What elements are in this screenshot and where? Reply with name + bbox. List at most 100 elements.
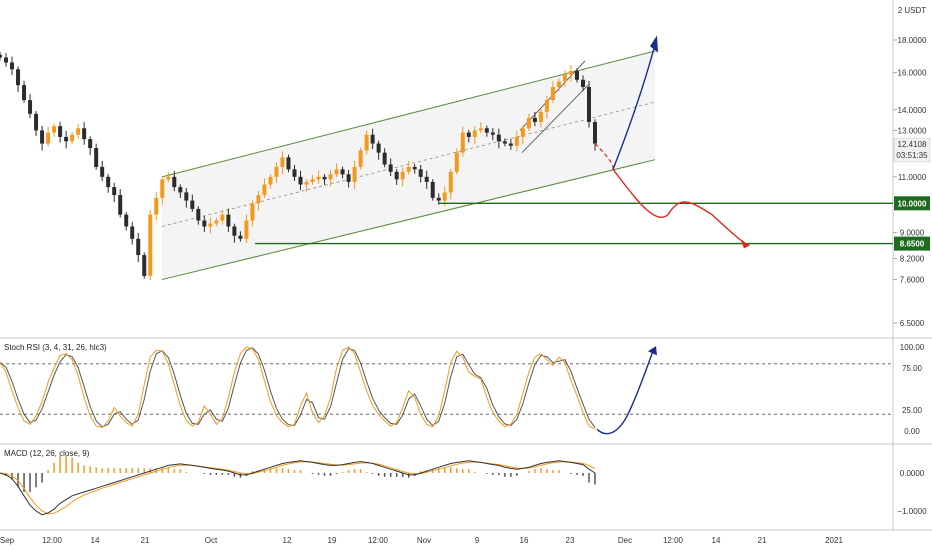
price-tick-label: 6.5000: [900, 319, 925, 328]
candle-body: [190, 200, 195, 209]
candle-body: [364, 134, 369, 151]
candle-body: [418, 169, 423, 177]
channel-lower-line: [161, 159, 656, 281]
currency-label: 2 USDT: [898, 6, 926, 15]
currency-code: USDT: [904, 6, 926, 15]
time-axis-label: 19: [328, 536, 337, 545]
time-axis-label: 14: [712, 536, 721, 545]
candle-body: [400, 171, 405, 180]
candle-body: [412, 166, 417, 170]
candle-body: [130, 226, 135, 239]
price-tick-label: 8.2000: [900, 254, 925, 263]
candle-body: [436, 197, 441, 201]
candle-body: [232, 226, 237, 236]
candle-body: [76, 128, 81, 135]
stoch-rsi-label[interactable]: Stoch RSI (3, 4, 31, 26, hlc3): [4, 343, 107, 352]
candle-body: [478, 128, 483, 131]
time-axis-label: Dec: [618, 536, 632, 545]
projection-arrows: [594, 35, 750, 249]
candle-body: [514, 136, 519, 146]
price-tick-label: 11.0000: [898, 173, 927, 182]
candle-body: [454, 152, 459, 172]
time-axis-label: 9: [475, 536, 480, 545]
candle-body: [100, 166, 105, 177]
stoch-k-line: [0, 346, 596, 430]
price-axis: 6.5000 7.6000 8.2000 9.0000 11.0000 13.0000 14…: [893, 36, 927, 328]
stoch-tick-label: 75.00: [902, 364, 923, 373]
candle-body: [58, 126, 63, 137]
candle-body: [376, 143, 381, 153]
time-axis-label: Oct: [205, 536, 218, 545]
candle-body: [346, 174, 351, 182]
candle-body: [34, 113, 39, 131]
projection-up-arrowhead: [650, 35, 658, 53]
candle-body: [220, 214, 225, 221]
level-price-box: [894, 236, 930, 251]
candle-body: [142, 255, 147, 276]
macd-pane: 0.0000 −1.0000: [0, 455, 927, 516]
candle-body: [40, 130, 45, 144]
candle-body: [214, 220, 219, 224]
candle-body: [154, 197, 159, 215]
support-levels[interactable]: 10.0000 8.6500: [255, 196, 930, 251]
candle-body: [82, 128, 87, 140]
candle-body: [226, 214, 231, 227]
time-axis-label: Nov: [417, 536, 431, 545]
candle-body: [316, 176, 321, 180]
candle-body: [490, 132, 495, 135]
candle-body: [460, 132, 465, 153]
price-tick-label: 13.0000: [898, 126, 927, 135]
candle-body: [448, 171, 453, 193]
candle-body: [184, 192, 189, 201]
candle-body: [166, 176, 171, 180]
level-price-label: 10.0000: [898, 199, 927, 208]
candle-body: [52, 126, 57, 133]
candle-body: [484, 128, 489, 133]
price-tick-label: 16.0000: [898, 69, 927, 78]
candle-body: [496, 134, 501, 142]
candle-body: [466, 132, 471, 137]
stoch-tick-label: 0.00: [904, 427, 920, 436]
current-price-box: [893, 137, 931, 163]
candle-body: [172, 176, 177, 188]
candle-body: [280, 157, 285, 167]
time-axis-label: 21: [141, 536, 150, 545]
time-axis-label: Sep: [0, 536, 15, 545]
price-tick-label: 7.6000: [900, 276, 925, 285]
candle-body: [196, 208, 201, 221]
candle-body: [250, 203, 255, 221]
candle-body: [526, 117, 531, 129]
macd-line: [0, 460, 596, 516]
time-axis-label: 2021: [825, 536, 843, 545]
candle-body: [118, 195, 123, 215]
candle-body: [148, 214, 153, 276]
candle-body: [538, 111, 543, 122]
candle-body: [502, 141, 507, 144]
time-axis-label: 16: [520, 536, 529, 545]
candle-body: [532, 117, 537, 122]
candle-body: [22, 85, 27, 101]
currency-number: 2: [898, 6, 903, 15]
macd-signal-line: [0, 461, 596, 515]
candle-body: [328, 174, 333, 180]
time-axis-label: 12:00: [42, 536, 63, 545]
candle-body: [544, 100, 549, 112]
candle-body: [556, 81, 561, 87]
stoch-projection-arrowhead: [648, 346, 657, 356]
candlesticks: [0, 51, 597, 281]
time-axis-label: 12: [283, 536, 292, 545]
projection-up-curve: [612, 44, 656, 170]
candle-body: [586, 86, 591, 122]
time-axis[interactable]: Sep 12:00 14 21 Oct 12 19 12:00 Nov 9 16 23 Dec 12:00…: [0, 536, 843, 545]
candle-body: [388, 164, 393, 172]
candle-body: [394, 171, 399, 180]
candle-body: [70, 134, 75, 142]
candle-body: [274, 166, 279, 177]
time-axis-label: 12:00: [663, 536, 684, 545]
level-price-label: 8.6500: [900, 240, 925, 249]
candle-body: [370, 134, 375, 144]
stoch-d-line: [0, 347, 596, 428]
candle-body: [382, 152, 387, 165]
macd-label[interactable]: MACD (12, 26, close, 9): [4, 449, 90, 458]
